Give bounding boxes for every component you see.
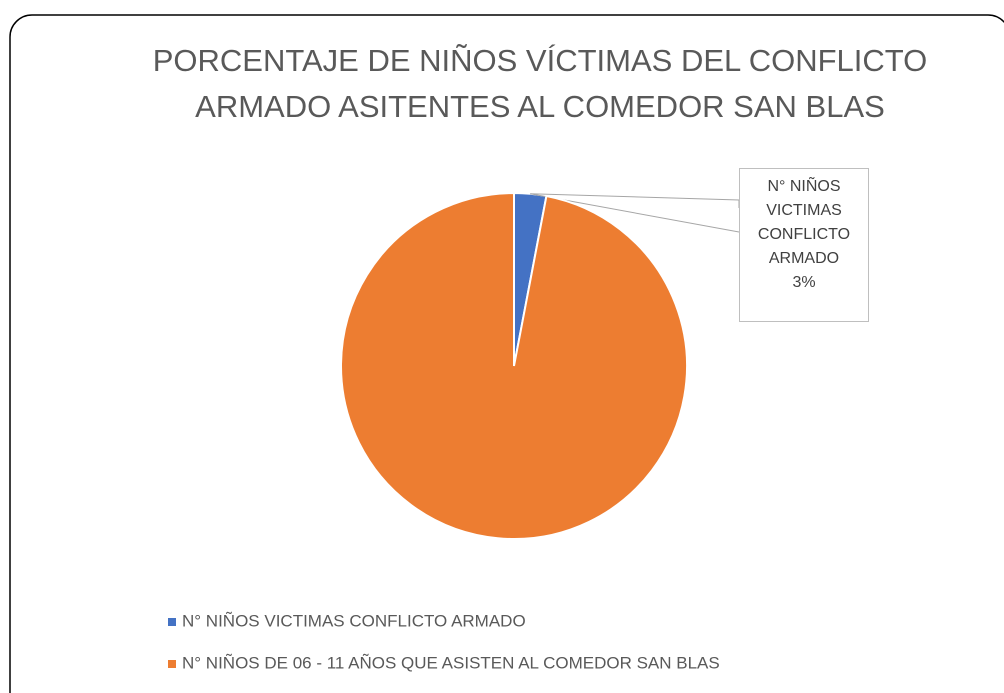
data-label-value: 3% (792, 274, 816, 291)
legend-label: N° NIÑOS VICTIMAS CONFLICTO ARMADO (182, 611, 526, 630)
pie-slice (340, 191, 689, 540)
legend-marker (168, 660, 176, 668)
legend-marker (168, 618, 176, 626)
data-label: N° NIÑOS VICTIMAS CONFLICTO ARMADO 3% (739, 168, 869, 322)
data-label-category: N° NIÑOS VICTIMAS CONFLICTO ARMADO (757, 178, 851, 267)
legend-label: N° NIÑOS DE 06 - 11 AÑOS QUE ASISTEN AL … (182, 653, 720, 672)
chart-title: PORCENTAJE DE NIÑOS VÍCTIMAS DEL CONFLIC… (152, 43, 928, 124)
